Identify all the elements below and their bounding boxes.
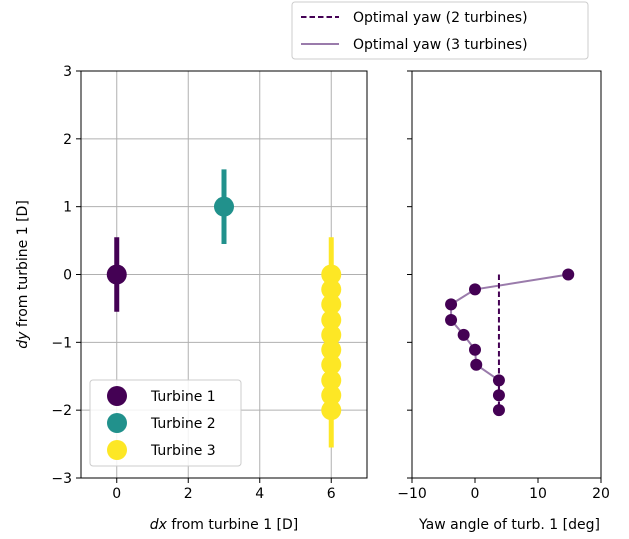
- right-x-axis-label: Yaw angle of turb. 1 [deg]: [418, 517, 600, 533]
- optimal-yaw-3-turbines-point: [445, 313, 458, 326]
- left-y-axis-label-rest: from turbine 1 [D]: [15, 200, 31, 331]
- legend-optimal-yaw-2-label: Optimal yaw (2 turbines): [353, 10, 528, 26]
- left-y-tick-label: 0: [63, 268, 72, 284]
- right-x-tick-label: −10: [397, 486, 427, 502]
- right-yaw-points: [445, 268, 575, 417]
- turbine-3-point: [321, 385, 342, 406]
- left-x-tick-label: 0: [112, 486, 121, 502]
- right-panel: −10 0 10 20 Yaw angle of turb. 1 [deg]: [397, 70, 610, 533]
- legend-turbine-3-marker: [107, 440, 127, 460]
- right-yaw-lines: [450, 273, 569, 411]
- optimal-yaw-3-turbines-point: [445, 298, 458, 311]
- turbine-3-point: [321, 264, 342, 285]
- legend-turbine-2-label: Turbine 2: [150, 416, 216, 432]
- turbine-3-point: [321, 339, 342, 360]
- right-x-tick-label: 20: [592, 486, 610, 502]
- left-legend-box: [89, 379, 242, 467]
- left-y-tick-label: 2: [63, 132, 72, 148]
- left-x-axis-label-rest: from turbine 1 [D]: [167, 517, 298, 533]
- right-x-ticks: −10 0 10 20: [397, 478, 610, 502]
- optimal-yaw-3-turbines-point: [492, 389, 505, 402]
- turbine-3-point: [321, 370, 342, 391]
- turbine-2-point: [214, 196, 234, 217]
- right-x-tick-label: 0: [471, 486, 480, 502]
- left-x-axis-label-italic: dx: [150, 517, 168, 533]
- right-y-ticks: [407, 70, 412, 479]
- optimal-yaw-3-turbines-point: [457, 328, 470, 341]
- top-legend-box: [291, 1, 589, 60]
- left-turbine-points: [106, 196, 342, 421]
- legend-turbine-2-marker: [107, 413, 127, 433]
- left-y-axis-label: dy from turbine 1 [D]: [15, 200, 31, 349]
- left-y-tick-label: −2: [51, 403, 72, 419]
- top-legend: Optimal yaw (2 turbines) Optimal yaw (3 …: [291, 1, 589, 60]
- optimal-yaw-3-turbines-point: [562, 268, 575, 281]
- left-x-tick-label: 2: [184, 486, 193, 502]
- turbine-1-point: [106, 264, 127, 285]
- left-x-tick-label: 4: [255, 486, 264, 502]
- optimal-yaw-3-turbines-line: [450, 273, 569, 411]
- left-y-ticks: 3 2 1 0 −1 −2 −3: [51, 64, 81, 487]
- turbine-3-point: [321, 354, 342, 375]
- optimal-yaw-3-turbines-point: [469, 343, 481, 356]
- left-y-tick-label: −3: [51, 471, 72, 487]
- legend-optimal-yaw-3-label: Optimal yaw (3 turbines): [353, 37, 528, 53]
- legend-turbine-1-marker: [107, 386, 127, 406]
- turbine-3-point: [321, 279, 342, 300]
- optimal-yaw-3-turbines-point: [470, 358, 483, 371]
- left-y-tick-label: 1: [63, 200, 72, 216]
- legend-turbine-1-label: Turbine 1: [150, 389, 216, 405]
- turbine-3-point: [321, 309, 342, 330]
- left-y-tick-label: −1: [51, 335, 72, 351]
- optimal-yaw-3-turbines-point: [469, 283, 481, 296]
- left-legend: Turbine 1 Turbine 2 Turbine 3: [89, 379, 242, 467]
- left-y-axis-label-italic: dy: [15, 331, 31, 349]
- turbine-3-point: [321, 324, 342, 345]
- optimal-yaw-3-turbines-point: [492, 404, 505, 417]
- left-x-tick-label: 6: [327, 486, 336, 502]
- left-y-tick-label: 3: [63, 64, 72, 80]
- turbine-3-point: [321, 294, 342, 315]
- right-x-tick-label: 10: [529, 486, 547, 502]
- optimal-yaw-3-turbines-point: [492, 374, 505, 387]
- left-panel: 0 2 4 6 3 2 1 0 −1 −2 −3 dx from turbine 1 [D] dy…: [15, 64, 368, 533]
- turbine-3-point: [321, 400, 342, 421]
- left-x-ticks: 0 2 4 6: [112, 478, 336, 502]
- left-x-axis-label: dx from turbine 1 [D]: [150, 517, 299, 533]
- legend-turbine-3-label: Turbine 3: [150, 443, 216, 459]
